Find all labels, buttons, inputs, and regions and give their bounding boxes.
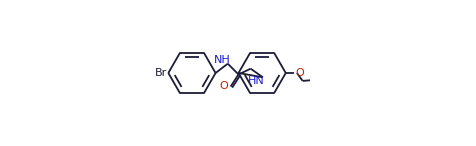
Text: NH: NH — [213, 55, 230, 65]
Text: O: O — [295, 68, 303, 78]
Text: HN: HN — [247, 76, 264, 86]
Text: Br: Br — [155, 68, 167, 78]
Text: O: O — [219, 81, 228, 91]
